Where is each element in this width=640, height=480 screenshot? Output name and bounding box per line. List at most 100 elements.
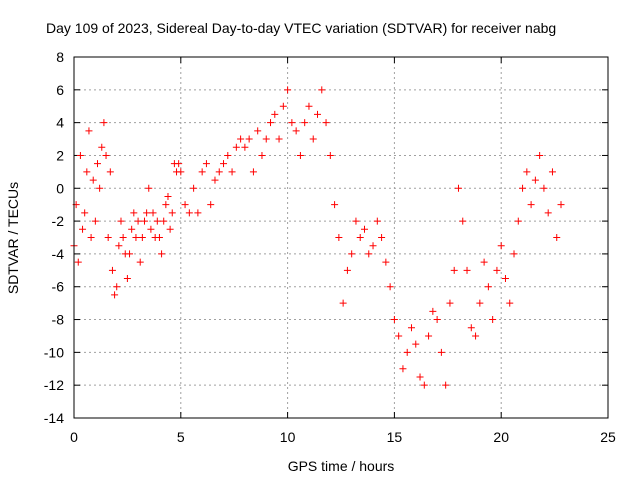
data-point xyxy=(425,332,433,340)
data-point xyxy=(403,348,411,356)
data-points xyxy=(70,86,565,389)
y-tick-label: -4 xyxy=(52,246,65,262)
data-point xyxy=(108,266,116,274)
data-point xyxy=(130,209,138,217)
data-point xyxy=(98,143,106,151)
data-point xyxy=(96,184,104,192)
y-tick-label: 8 xyxy=(56,49,64,65)
data-point xyxy=(117,217,125,225)
data-point xyxy=(100,119,108,127)
data-point xyxy=(126,250,134,258)
data-point xyxy=(123,275,131,283)
data-point xyxy=(166,225,174,233)
data-point xyxy=(305,102,313,110)
data-point xyxy=(335,234,343,241)
data-point xyxy=(480,258,488,266)
data-point xyxy=(301,119,309,127)
data-point xyxy=(91,217,99,225)
data-point xyxy=(79,225,87,233)
x-tick-label: 15 xyxy=(387,429,403,445)
data-point xyxy=(140,217,148,225)
x-tick-label: 25 xyxy=(600,429,616,445)
data-point xyxy=(76,151,84,159)
data-point xyxy=(168,209,176,217)
data-point xyxy=(143,209,151,217)
y-tick-label: -14 xyxy=(44,410,64,426)
data-point xyxy=(322,119,330,127)
data-point xyxy=(202,160,210,168)
data-point xyxy=(237,135,245,143)
y-tick-label: 2 xyxy=(56,147,64,163)
data-point xyxy=(155,234,163,241)
data-point xyxy=(510,250,518,258)
x-tick-label: 5 xyxy=(177,429,185,445)
data-point xyxy=(373,217,381,225)
data-point xyxy=(472,332,480,340)
data-point xyxy=(87,234,95,241)
data-point xyxy=(318,86,326,94)
data-point xyxy=(249,168,257,176)
data-point xyxy=(106,168,114,176)
data-point xyxy=(484,283,492,291)
data-point xyxy=(232,143,240,151)
axis-ticks: 0 5 10 15 20 25 -14 -12 -10 -8 -6 -4 -2 0 2 4 6 8 xyxy=(44,49,616,445)
data-point xyxy=(412,340,420,348)
data-point xyxy=(181,201,189,209)
data-point xyxy=(331,201,339,209)
data-point xyxy=(369,242,377,250)
data-point xyxy=(442,381,450,389)
data-point xyxy=(113,283,121,291)
data-point xyxy=(190,184,198,192)
data-point xyxy=(164,192,172,200)
x-tick-label: 10 xyxy=(280,429,296,445)
data-point xyxy=(527,201,535,209)
y-tick-label: 0 xyxy=(56,180,64,196)
data-point xyxy=(454,184,462,192)
data-point xyxy=(102,151,110,159)
data-point xyxy=(215,168,223,176)
data-point xyxy=(220,160,228,168)
data-point xyxy=(147,225,155,233)
data-point xyxy=(284,86,292,94)
data-point xyxy=(536,151,544,159)
x-axis-label: GPS time / hours xyxy=(288,458,395,474)
data-point xyxy=(390,316,398,324)
y-tick-label: -8 xyxy=(52,312,65,328)
y-tick-label: -2 xyxy=(52,213,65,229)
chart-title: Day 109 of 2023, Sidereal Day-to-day VTE… xyxy=(46,20,556,36)
data-point xyxy=(309,135,317,143)
data-point xyxy=(531,176,539,184)
data-point xyxy=(198,168,206,176)
data-point xyxy=(153,217,161,225)
data-point xyxy=(119,234,127,241)
data-point xyxy=(175,160,183,168)
data-point xyxy=(104,234,112,241)
plot-frame xyxy=(73,56,609,419)
data-point xyxy=(228,168,236,176)
data-point xyxy=(553,234,561,241)
data-point xyxy=(446,299,454,307)
data-point xyxy=(85,127,93,135)
data-point xyxy=(296,151,304,159)
data-point xyxy=(501,275,509,283)
x-tick-label: 0 xyxy=(70,429,78,445)
data-point xyxy=(544,209,552,217)
data-point xyxy=(519,184,527,192)
data-point xyxy=(489,316,497,324)
data-point xyxy=(145,184,153,192)
data-point xyxy=(395,332,403,340)
data-point xyxy=(241,143,249,151)
y-tick-label: 6 xyxy=(56,82,64,98)
data-point xyxy=(514,217,522,225)
data-point xyxy=(83,168,91,176)
data-point xyxy=(134,217,142,225)
data-point xyxy=(224,151,232,159)
data-point xyxy=(365,250,373,258)
data-point xyxy=(540,184,548,192)
data-point xyxy=(343,266,351,274)
x-tick-label: 20 xyxy=(493,429,509,445)
data-point xyxy=(158,250,166,258)
data-point xyxy=(81,209,89,217)
data-point xyxy=(177,168,185,176)
data-point xyxy=(378,234,386,241)
